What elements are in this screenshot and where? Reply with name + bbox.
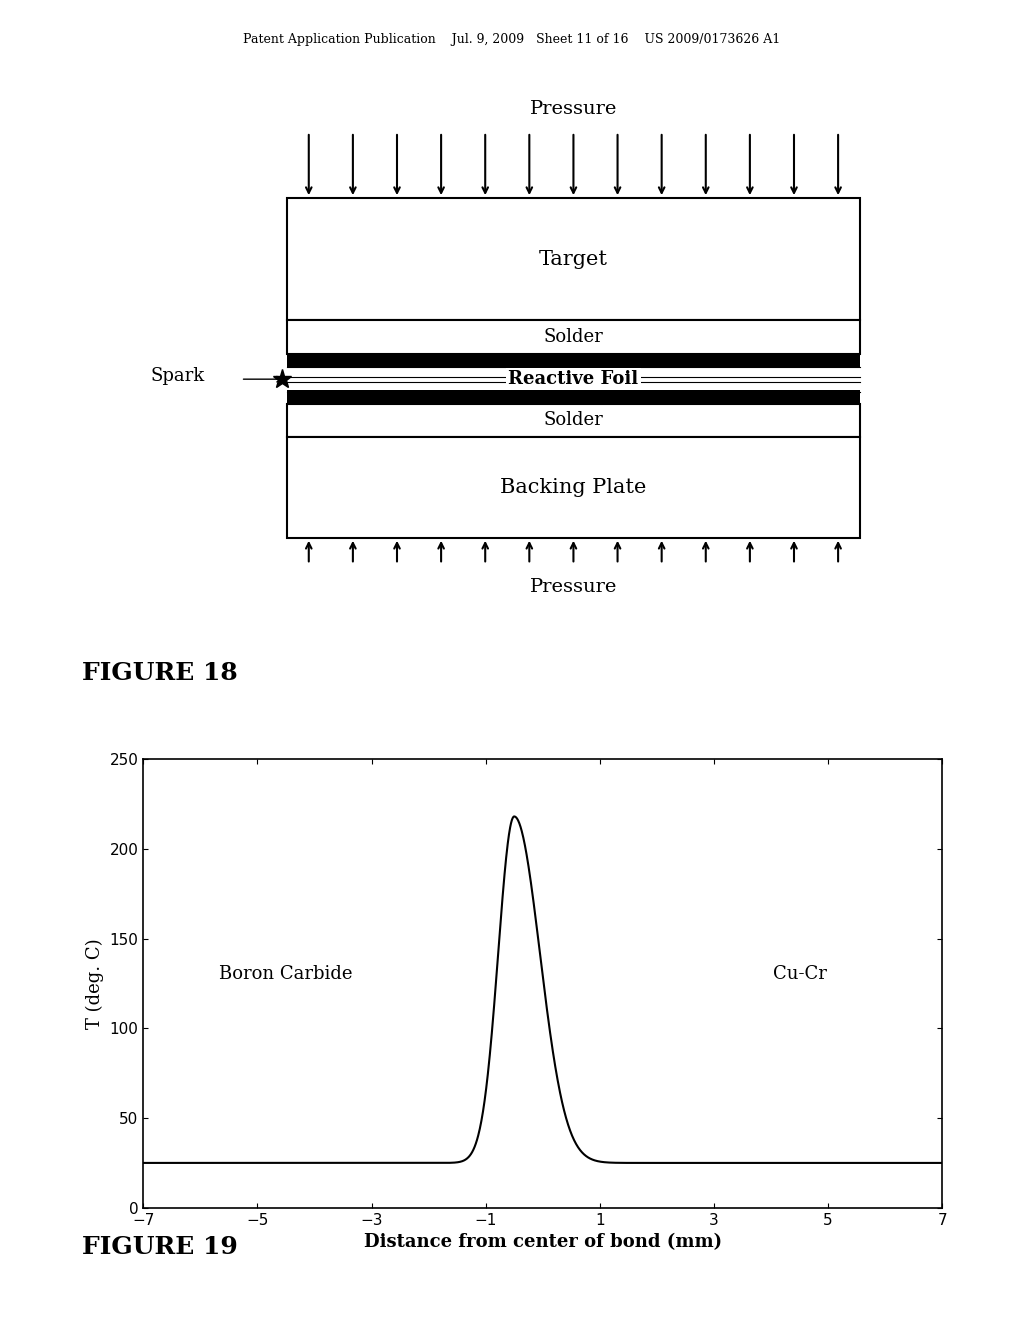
Bar: [287, 404, 860, 437]
Text: Cu-Cr: Cu-Cr: [772, 965, 826, 983]
Bar: [287, 321, 860, 355]
Text: FIGURE 19: FIGURE 19: [82, 1236, 238, 1259]
Text: Solder: Solder: [544, 412, 603, 429]
Text: Solder: Solder: [544, 329, 603, 346]
Bar: [287, 437, 860, 539]
Text: Spark: Spark: [151, 367, 205, 385]
Bar: [287, 355, 860, 404]
Text: Patent Application Publication    Jul. 9, 2009   Sheet 11 of 16    US 2009/01736: Patent Application Publication Jul. 9, 2…: [244, 33, 780, 46]
Text: Pressure: Pressure: [529, 578, 617, 597]
X-axis label: Distance from center of bond (mm): Distance from center of bond (mm): [364, 1233, 722, 1251]
Y-axis label: T (deg. C): T (deg. C): [86, 939, 104, 1028]
Text: Pressure: Pressure: [529, 100, 617, 117]
Text: Target: Target: [539, 249, 608, 268]
Text: Backing Plate: Backing Plate: [501, 478, 646, 496]
Text: Boron Carbide: Boron Carbide: [219, 965, 352, 983]
Bar: [287, 368, 860, 391]
Text: FIGURE 18: FIGURE 18: [82, 661, 238, 685]
Bar: [287, 198, 860, 321]
Text: Reactive Foil: Reactive Foil: [508, 370, 639, 388]
